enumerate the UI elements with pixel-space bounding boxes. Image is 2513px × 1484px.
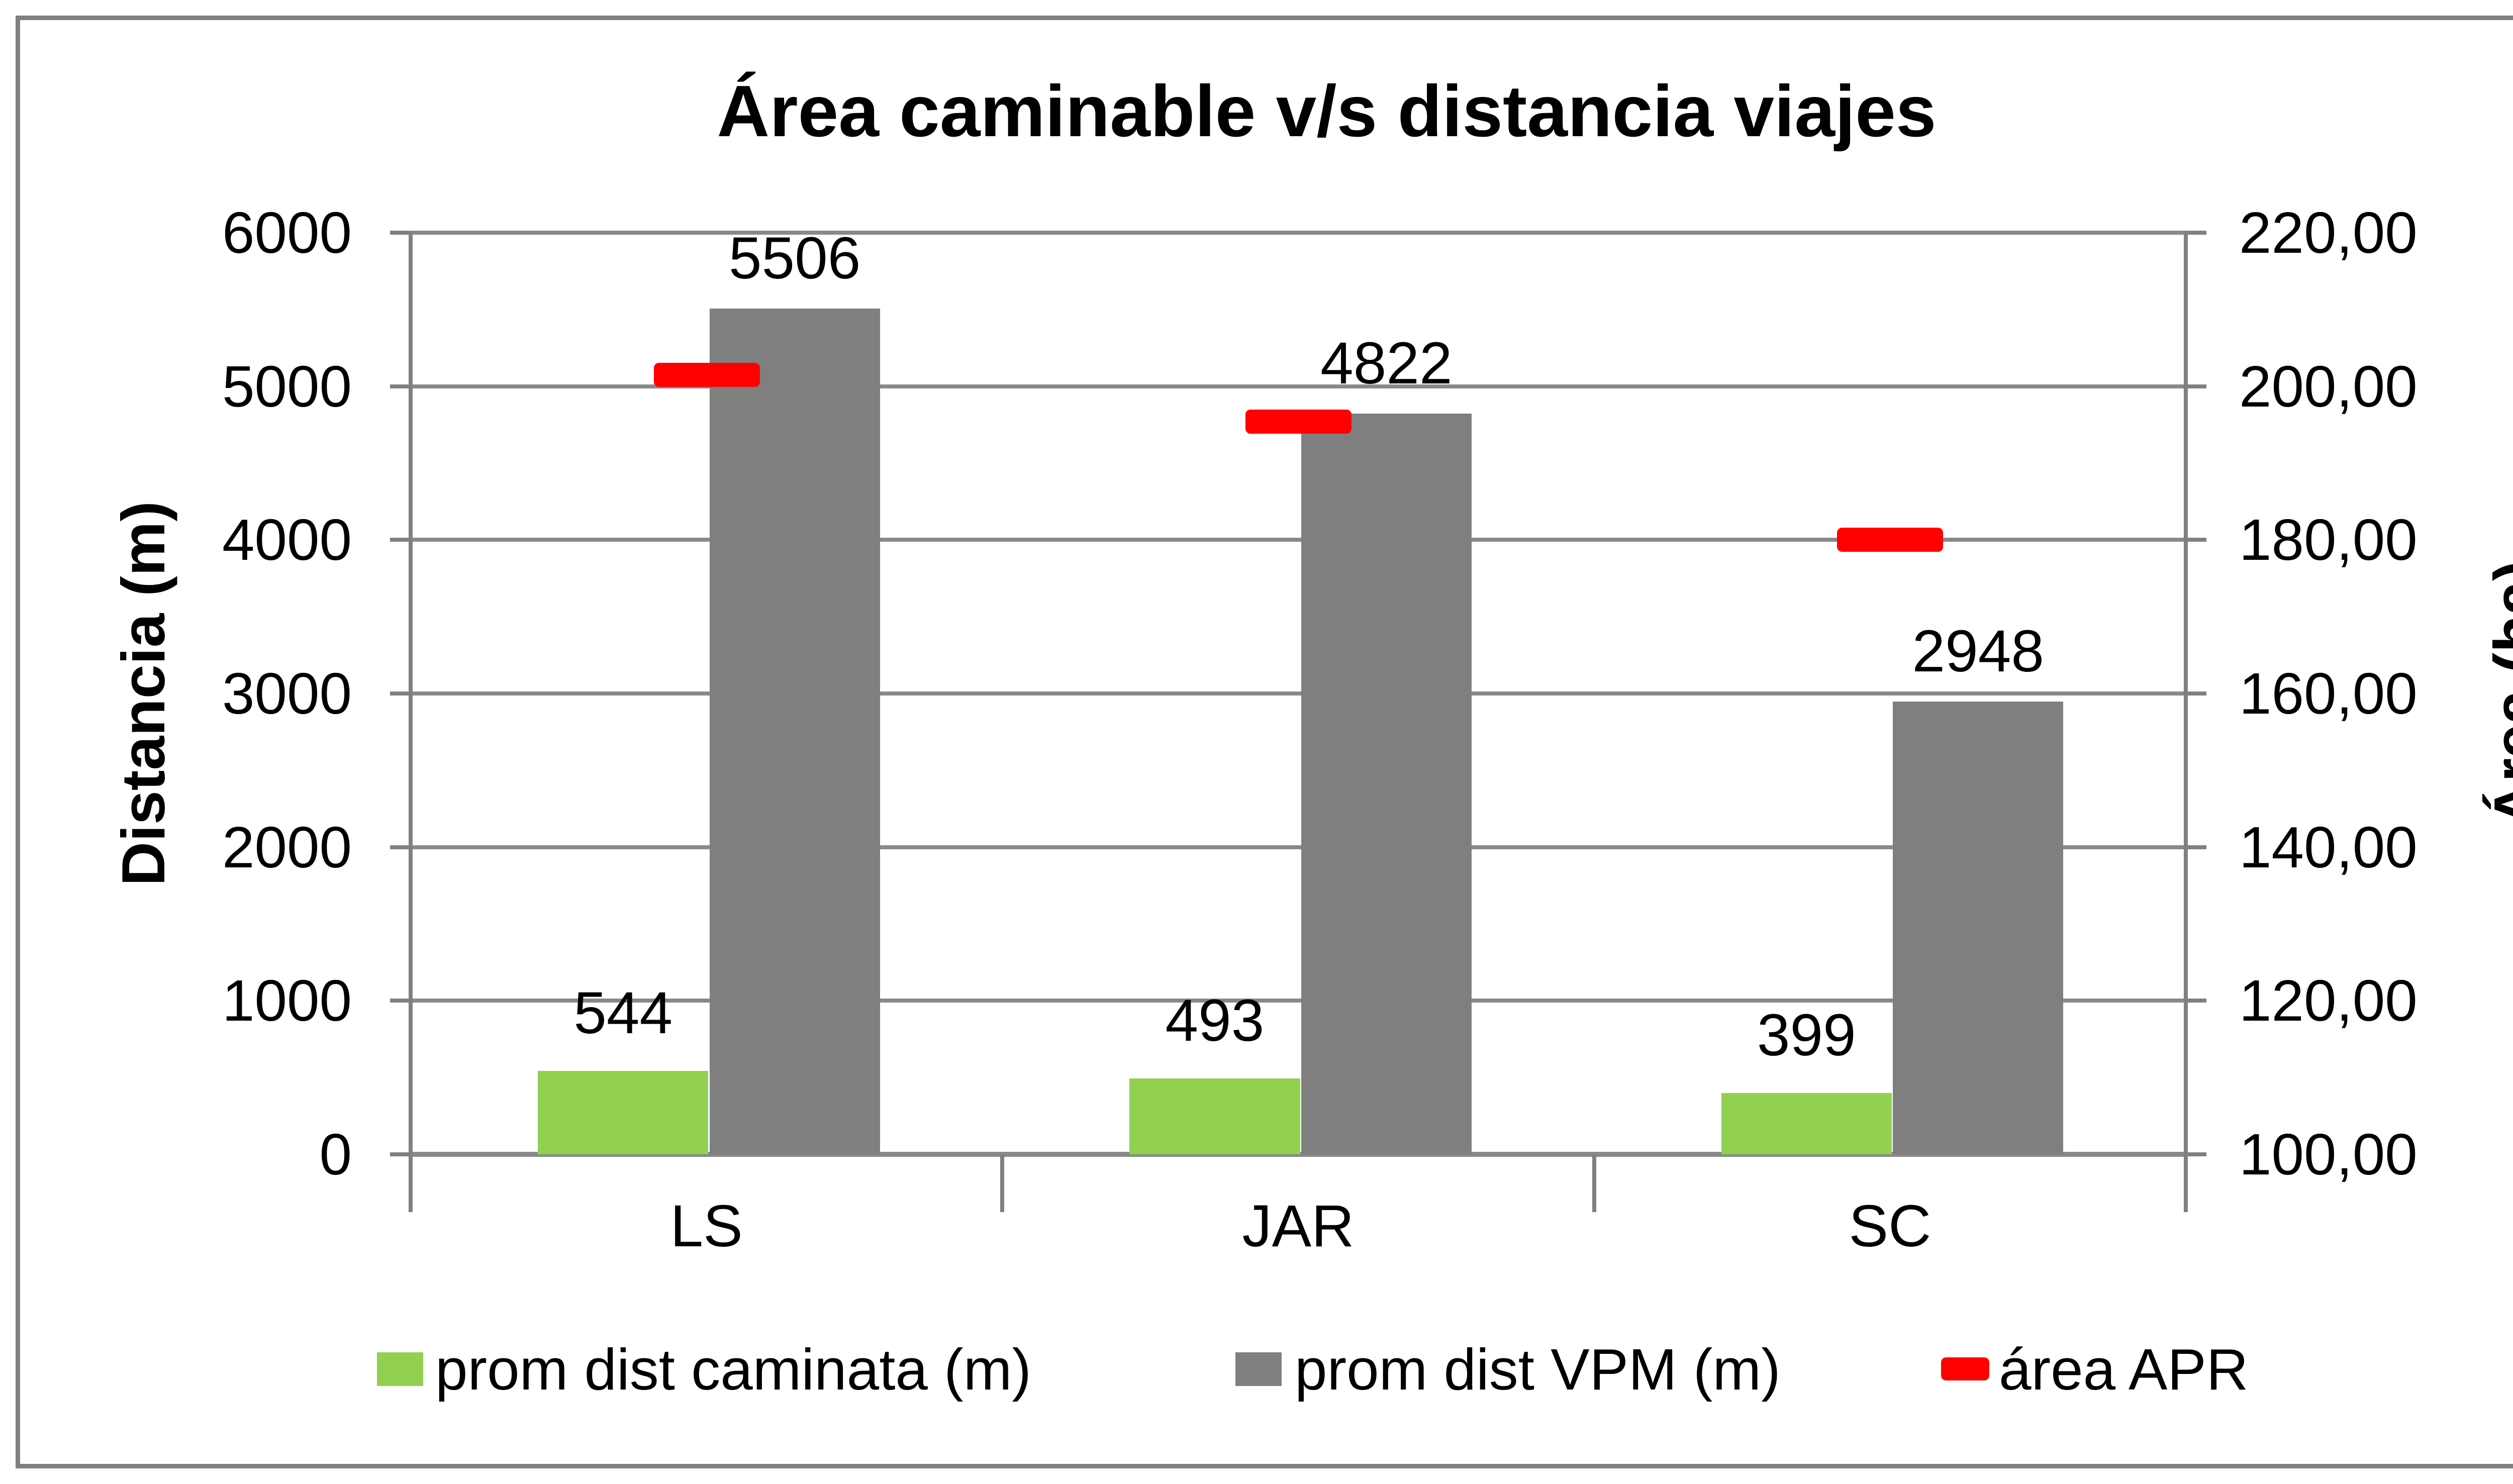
left-axis-tick-mark xyxy=(390,1152,411,1156)
legend-label: prom dist caminata (m) xyxy=(435,1337,1032,1402)
category-axis-tick-mark xyxy=(1000,1154,1005,1212)
left-axis-tick-mark xyxy=(390,691,411,696)
plot-area: 544 5506 493 4822 399 2948 xyxy=(390,228,2206,1212)
bar-prom-dist-VPM-m--LS xyxy=(709,309,880,1154)
left-axis-line xyxy=(409,233,413,1157)
right-axis-tick-mark xyxy=(2186,999,2206,1003)
legend-swatch-bar-icon xyxy=(1235,1352,1282,1386)
category-label-LS: LS xyxy=(670,1193,743,1259)
data-label-LS: 5506 xyxy=(728,225,861,291)
legend-label: prom dist VPM (m) xyxy=(1295,1337,1781,1402)
legend-swatch-dash-icon xyxy=(1941,1357,1989,1380)
left-axis-tick-label: 0 xyxy=(319,1122,352,1187)
right-axis-tick-label: 140,00 xyxy=(2239,814,2418,880)
right-axis-tick-mark xyxy=(2186,538,2206,542)
right-axis-tick-mark xyxy=(2186,691,2206,696)
right-axis-tick-mark xyxy=(2186,1152,2206,1156)
left-axis-tick-mark xyxy=(390,538,411,542)
area-apr-dash-LS xyxy=(653,362,760,387)
right-axis-tick-label: 100,00 xyxy=(2239,1122,2418,1187)
gridline xyxy=(411,691,2186,696)
left-axis-tick-label: 2000 xyxy=(222,814,352,880)
right-axis-tick-label: 220,00 xyxy=(2239,200,2418,265)
gridline xyxy=(411,845,2186,849)
right-axis-tick-label: 120,00 xyxy=(2239,968,2418,1034)
gridline xyxy=(411,1152,2186,1157)
data-label-SC: 2948 xyxy=(1912,618,2045,684)
right-axis-tick-mark xyxy=(2186,845,2206,849)
category-axis-tick-mark xyxy=(1592,1154,1596,1212)
bar-prom-dist-VPM-m--SC xyxy=(1893,701,2064,1154)
legend-label: área APR xyxy=(1999,1337,2249,1402)
left-axis-tick-mark xyxy=(390,384,411,388)
data-label-JAR: 493 xyxy=(1165,987,1265,1054)
area-apr-dash-JAR xyxy=(1245,409,1351,434)
left-axis-tick-mark xyxy=(390,231,411,235)
area-apr-dash-SC xyxy=(1837,528,1944,552)
chart-border-frame xyxy=(16,16,2513,1468)
gridline xyxy=(411,231,2186,235)
right-axis-tick-label: 180,00 xyxy=(2239,507,2418,573)
category-label-JAR: JAR xyxy=(1242,1193,1355,1259)
category-label-SC: SC xyxy=(1849,1193,1931,1259)
bar-prom-dist-VPM-m--JAR xyxy=(1301,414,1472,1154)
left-axis-tick-label: 5000 xyxy=(222,353,352,419)
data-label-JAR: 4822 xyxy=(1320,330,1453,397)
left-axis-tick-label: 3000 xyxy=(222,661,352,726)
left-axis-tick-label: 6000 xyxy=(222,200,352,265)
gridline xyxy=(411,999,2186,1003)
category-axis-tick-mark xyxy=(409,1154,413,1212)
legend-swatch-bar-icon xyxy=(377,1352,423,1386)
left-axis-tick-label: 1000 xyxy=(222,968,352,1034)
bar-prom-dist-caminata-m--LS xyxy=(538,1070,709,1154)
left-axis-tick-label: 4000 xyxy=(222,507,352,573)
left-axis-tick-mark xyxy=(390,845,411,849)
chart-title: Área caminable v/s distancia viajes xyxy=(717,70,1937,152)
bar-prom-dist-caminata-m--SC xyxy=(1721,1093,1892,1154)
right-axis-tick-label: 200,00 xyxy=(2239,353,2418,419)
category-axis-tick-mark xyxy=(2184,1154,2188,1212)
gridline xyxy=(411,384,2186,388)
right-axis-line xyxy=(2184,233,2188,1157)
data-label-SC: 399 xyxy=(1757,1002,1856,1069)
right-axis-tick-mark xyxy=(2186,231,2206,235)
right-axis-tick-label: 160,00 xyxy=(2239,661,2418,726)
data-label-LS: 544 xyxy=(573,979,673,1046)
right-axis-tick-mark xyxy=(2186,384,2206,388)
bar-prom-dist-caminata-m--JAR xyxy=(1129,1078,1300,1154)
left-axis-tick-mark xyxy=(390,999,411,1003)
gridline xyxy=(411,538,2186,542)
